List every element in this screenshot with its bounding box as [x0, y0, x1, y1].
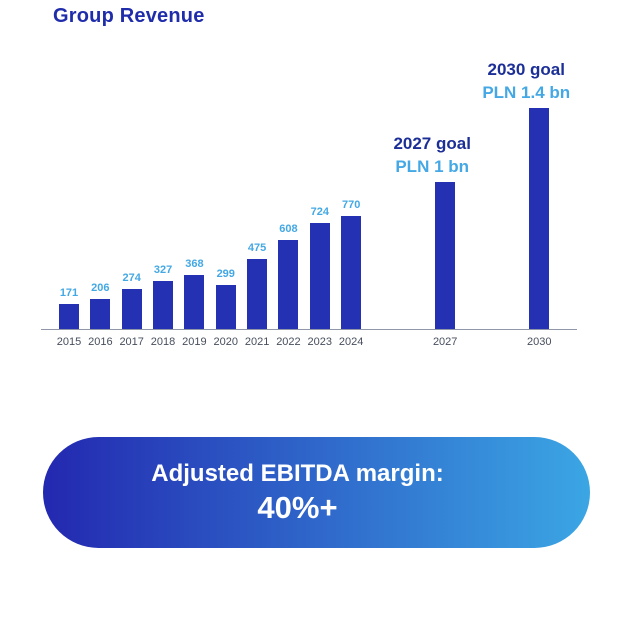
bar-2019: [184, 275, 205, 329]
year-axis-label: 2030: [527, 336, 552, 348]
year-axis-label: 2022: [276, 336, 301, 348]
year-axis-label: 2015: [56, 336, 82, 348]
bar-2017: [121, 289, 142, 329]
bar-value-label: 206: [91, 282, 110, 294]
goal-value: PLN 1.4 bn: [482, 83, 571, 102]
bar-2027: [435, 182, 456, 329]
year-axis-label: 2017: [119, 336, 144, 348]
year-axis-label: 2020: [213, 336, 238, 348]
revenue-chart: 171 2015 206 2016 274 2017 327 2018 368 2019 299 20…: [41, 58, 596, 348]
year-axis-label: 2027: [432, 336, 458, 348]
x-axis-line: [41, 329, 577, 330]
bar-2018: [153, 281, 174, 329]
year-axis-label: 2018: [150, 336, 176, 348]
bar-value-label: 608: [279, 223, 298, 235]
bar-value-label: 274: [122, 272, 141, 284]
bar-value-label: 475: [247, 242, 267, 254]
bar-2015: [59, 304, 79, 329]
bar-value-label: 368: [185, 258, 204, 270]
bar-2023: [309, 223, 330, 329]
year-axis-label: 2024: [338, 336, 364, 348]
bar-2021: [247, 259, 268, 329]
bar-2020: [215, 285, 236, 329]
goal-title: 2027 goal: [393, 134, 471, 153]
bar-2016: [90, 299, 111, 329]
goal-title: 2030 goal: [487, 60, 566, 79]
ebitda-banner-value: 40%+: [257, 489, 338, 525]
bar-value-label: 171: [59, 287, 79, 299]
goal-label-2027: 2027 goal PLN 1 bn: [362, 132, 502, 178]
year-axis-label: 2021: [244, 336, 270, 348]
bar-2022: [278, 240, 299, 329]
year-axis-label: 2016: [88, 336, 113, 348]
year-axis-label: 2019: [182, 336, 207, 348]
bar-2024: [341, 216, 362, 329]
bar-value-label: 724: [310, 206, 329, 218]
year-axis-label: 2023: [307, 336, 333, 348]
ebitda-banner-label: Adjusted EBITDA margin:: [151, 459, 444, 487]
goal-label-2030: 2030 goal PLN 1.4 bn: [456, 58, 596, 104]
bar-value-label: 327: [153, 264, 173, 276]
bar-2030: [529, 108, 550, 329]
bar-value-label: 299: [216, 268, 235, 280]
ebitda-banner: Adjusted EBITDA margin: 40%+: [43, 437, 590, 548]
goal-value: PLN 1 bn: [395, 157, 470, 176]
chart-title: Group Revenue: [53, 5, 205, 27]
bar-value-label: 770: [341, 199, 361, 211]
